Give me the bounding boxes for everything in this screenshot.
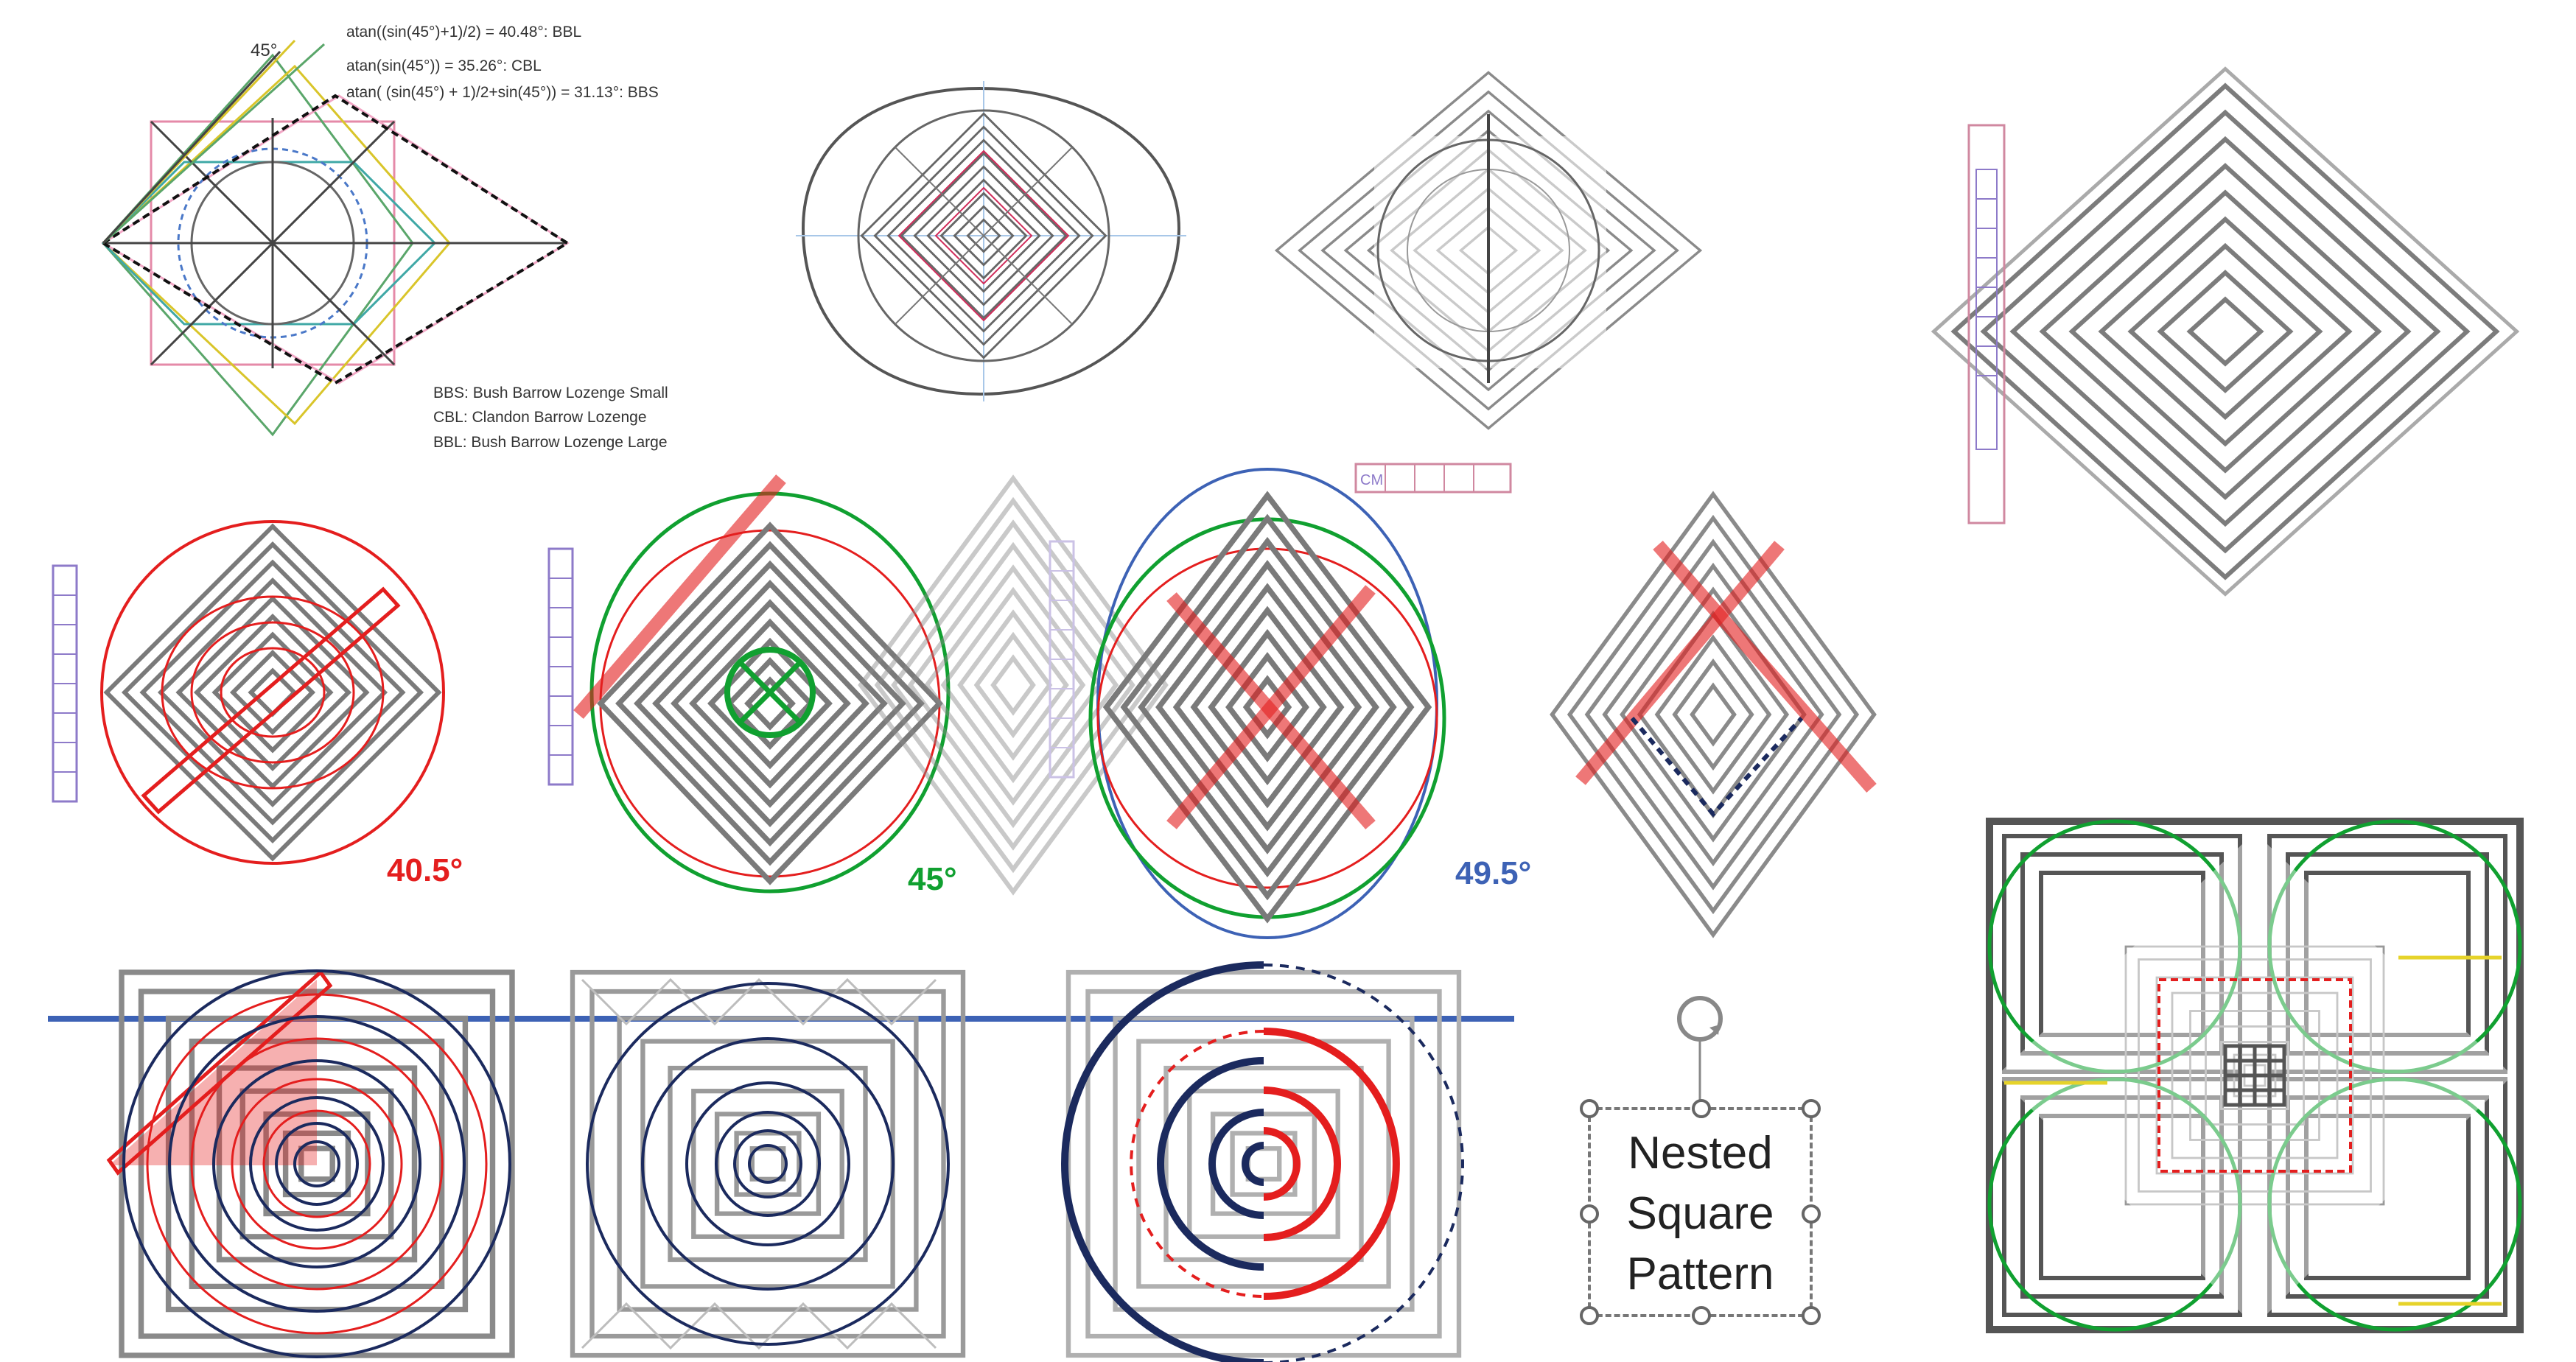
quilt-pattern-panel (1986, 818, 2524, 1333)
angle-40-5-panel: 40.5° (52, 520, 463, 888)
lozenge-construction-diagram: 45° atan((sin(45°)+1)/2) = 40.48°: BBL a… (101, 24, 668, 451)
resize-handle-top-left[interactable] (1580, 1099, 1599, 1118)
resize-handle-bottom[interactable] (1692, 1306, 1711, 1325)
angle-45-label: 45° (251, 41, 277, 60)
formula-bbs: atan( (sin(45°) + 1)/2+sin(45°)) = 31.13… (346, 84, 659, 101)
resize-handle-bottom-right[interactable] (1802, 1306, 1821, 1325)
spiral-half-circle-panel (1061, 961, 1464, 1362)
nested-square-circles-panel (106, 969, 512, 1358)
angle-45-panel: 45° (547, 474, 957, 897)
resize-handle-top[interactable] (1692, 1099, 1711, 1118)
formula-bbl: atan((sin(45°)+1)/2) = 40.48°: BBL (346, 24, 581, 41)
resize-handle-right[interactable] (1802, 1204, 1821, 1224)
textbox-line-3: Pattern (1626, 1249, 1774, 1299)
rotate-handle[interactable] (1677, 996, 1723, 1107)
textbox-text[interactable]: Nested Square Pattern (1591, 1123, 1810, 1305)
textbox-line-2: Square (1626, 1188, 1774, 1239)
resize-handle-left[interactable] (1580, 1204, 1599, 1224)
formula-cbl: atan(sin(45°)) = 35.26°: CBL (346, 57, 542, 74)
large-lozenge-panel: CM (1275, 71, 1702, 494)
legend-bbl: BBL: Bush Barrow Lozenge Large (433, 434, 668, 451)
legend-bbs: BBS: Bush Barrow Lozenge Small (433, 385, 668, 401)
resize-handle-bottom-left[interactable] (1580, 1306, 1599, 1325)
resize-handle-top-right[interactable] (1802, 1099, 1821, 1118)
angle-49-5-panel: 49.5° (1088, 468, 1531, 939)
legend-cbl: CBL: Clandon Barrow Lozenge (433, 409, 647, 426)
rotate-handle-icon[interactable] (1677, 996, 1723, 1042)
angle-blue-label: 49.5° (1455, 855, 1531, 891)
top-right-lozenge-panel (1931, 66, 2520, 597)
nested-square-navy-panel (573, 972, 963, 1355)
circle-lozenge-panel (796, 81, 1186, 401)
angle-red-label: 40.5° (387, 852, 463, 888)
angle-green-label: 45° (908, 861, 957, 897)
textbox-line-1: Nested (1628, 1128, 1773, 1179)
ruler-label: CM (1360, 472, 1383, 488)
nested-square-pattern-textbox[interactable]: Nested Square Pattern (1580, 1099, 1821, 1325)
tiled-lozenge-panel (1553, 494, 1877, 935)
